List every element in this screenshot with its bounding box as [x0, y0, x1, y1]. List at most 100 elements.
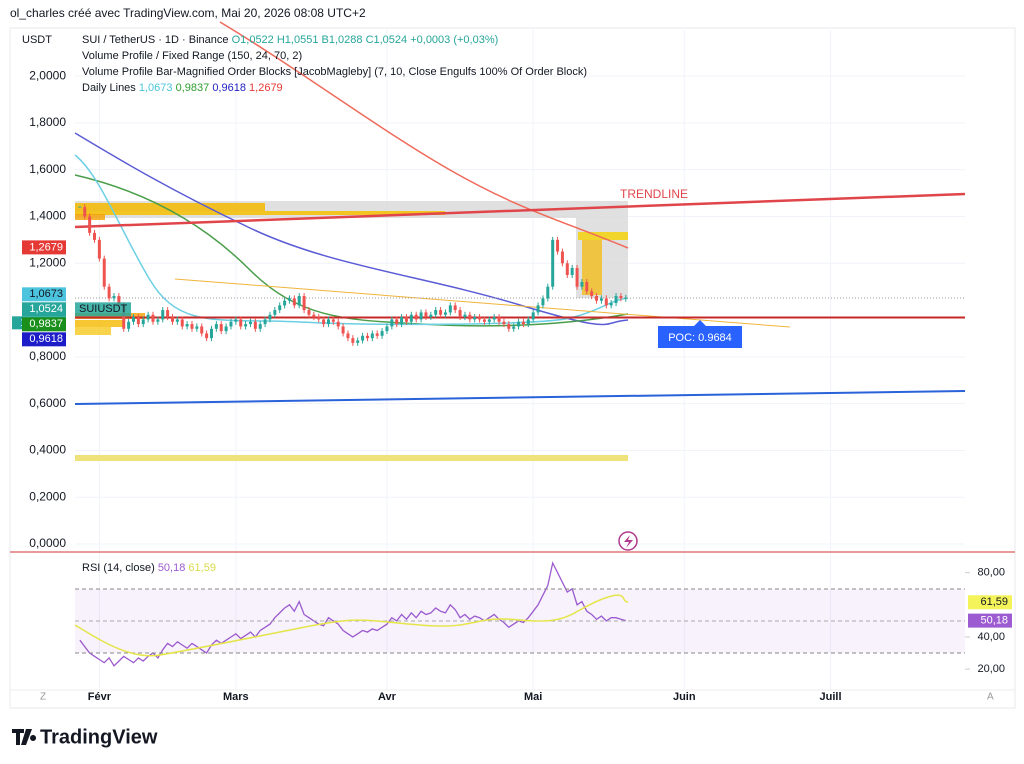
candle — [156, 319, 160, 322]
candle — [151, 314, 155, 322]
y-tick-label: 0,8000 — [29, 349, 66, 363]
logo-icon — [12, 729, 37, 745]
candle — [268, 314, 272, 320]
price-label: 0,9618 — [29, 333, 63, 345]
candle — [370, 333, 374, 339]
candle — [287, 298, 291, 301]
corner-right[interactable]: A — [987, 692, 994, 703]
candle — [507, 324, 511, 329]
corner-left[interactable]: Z — [40, 692, 46, 703]
volume-bar — [75, 203, 265, 211]
candle — [200, 326, 204, 334]
candle — [463, 314, 467, 318]
study-name: Volume Profile Bar-Magnified Order Block… — [82, 66, 587, 78]
price-label-box — [22, 317, 66, 332]
candle — [161, 310, 165, 320]
candle — [492, 317, 496, 320]
symbol: SUI / TetherUS · 1D · Binance — [82, 34, 229, 46]
candle — [195, 326, 199, 329]
rsi-tick-label: 40,00 — [977, 631, 1005, 643]
candle — [322, 319, 326, 325]
candle — [219, 324, 223, 332]
candle — [263, 319, 267, 325]
volume-bar — [75, 211, 445, 215]
chart-frame — [9, 27, 1016, 709]
alert-icon[interactable] — [618, 531, 638, 551]
y-tick-label: 1,6000 — [29, 162, 66, 176]
candle — [131, 317, 135, 322]
candle — [624, 297, 628, 299]
candle — [331, 319, 335, 322]
candle — [380, 331, 384, 336]
candle — [414, 314, 418, 320]
candle — [443, 312, 447, 315]
candle — [502, 321, 506, 325]
candle — [619, 296, 623, 299]
price-label-box — [22, 332, 66, 347]
ma-green — [74, 174, 629, 327]
candle — [307, 310, 311, 315]
daily-line-value: 1,2679 — [249, 82, 283, 94]
candle — [117, 296, 121, 306]
symbol-tag-box — [75, 302, 131, 317]
y-tick-label: 0,6000 — [29, 396, 66, 410]
symbol-tag: SUIUSDT — [79, 303, 128, 315]
candle — [234, 319, 238, 322]
order-block — [75, 455, 628, 461]
candle — [102, 258, 106, 287]
marks: 1,26791,06731,052417:51:48SUIUSDT0,98370… — [12, 204, 1012, 667]
candle — [326, 319, 330, 325]
candle — [107, 286, 111, 299]
candle — [531, 312, 535, 320]
price-label-box — [22, 287, 66, 302]
candle — [517, 321, 521, 327]
candle — [497, 317, 501, 322]
candle — [253, 321, 257, 329]
candle — [521, 321, 525, 325]
daily-line-value: 1,0673 — [139, 82, 173, 94]
candle — [395, 319, 399, 325]
rsi-end-box — [968, 595, 1012, 610]
logo: TradingView — [40, 726, 158, 748]
candle — [136, 317, 140, 325]
candle — [614, 296, 618, 304]
rsi-end-label: 61,59 — [980, 596, 1008, 608]
currency: USDT — [22, 34, 52, 46]
daily-line-value: 0,9618 — [212, 82, 246, 94]
price-label-box — [22, 302, 66, 317]
y-tick-label: 0,0000 — [29, 536, 66, 550]
y-tick-label: 1,8000 — [29, 115, 66, 129]
candle — [312, 314, 316, 318]
trendline — [74, 192, 966, 229]
candle — [346, 333, 350, 339]
x-tick-label: Avr — [378, 691, 397, 703]
x-tick-label: Févr — [88, 691, 112, 703]
candle — [356, 340, 360, 343]
candle — [175, 319, 179, 322]
candle — [526, 319, 530, 325]
ohlc-low: B1,0288 — [322, 34, 363, 46]
candle — [556, 239, 560, 252]
volume-bar — [582, 240, 602, 295]
candle — [122, 305, 126, 329]
candle — [570, 267, 574, 275]
y-tick-label: 0,4000 — [29, 443, 66, 457]
candle — [166, 310, 170, 318]
rsi-legend-value: 50,18 — [158, 562, 186, 574]
candle — [292, 298, 296, 306]
candle — [541, 298, 545, 306]
candle — [283, 300, 287, 306]
candle — [205, 333, 209, 339]
candle — [297, 296, 301, 306]
candle — [468, 314, 472, 320]
ma-red — [219, 21, 629, 249]
candle — [424, 312, 428, 318]
candle — [180, 319, 184, 327]
candle — [97, 239, 101, 259]
candle — [458, 310, 462, 318]
x-tick-label: Mars — [223, 691, 249, 703]
candle — [209, 328, 213, 339]
candle — [88, 216, 92, 233]
candle — [229, 321, 233, 327]
candle — [487, 319, 491, 322]
